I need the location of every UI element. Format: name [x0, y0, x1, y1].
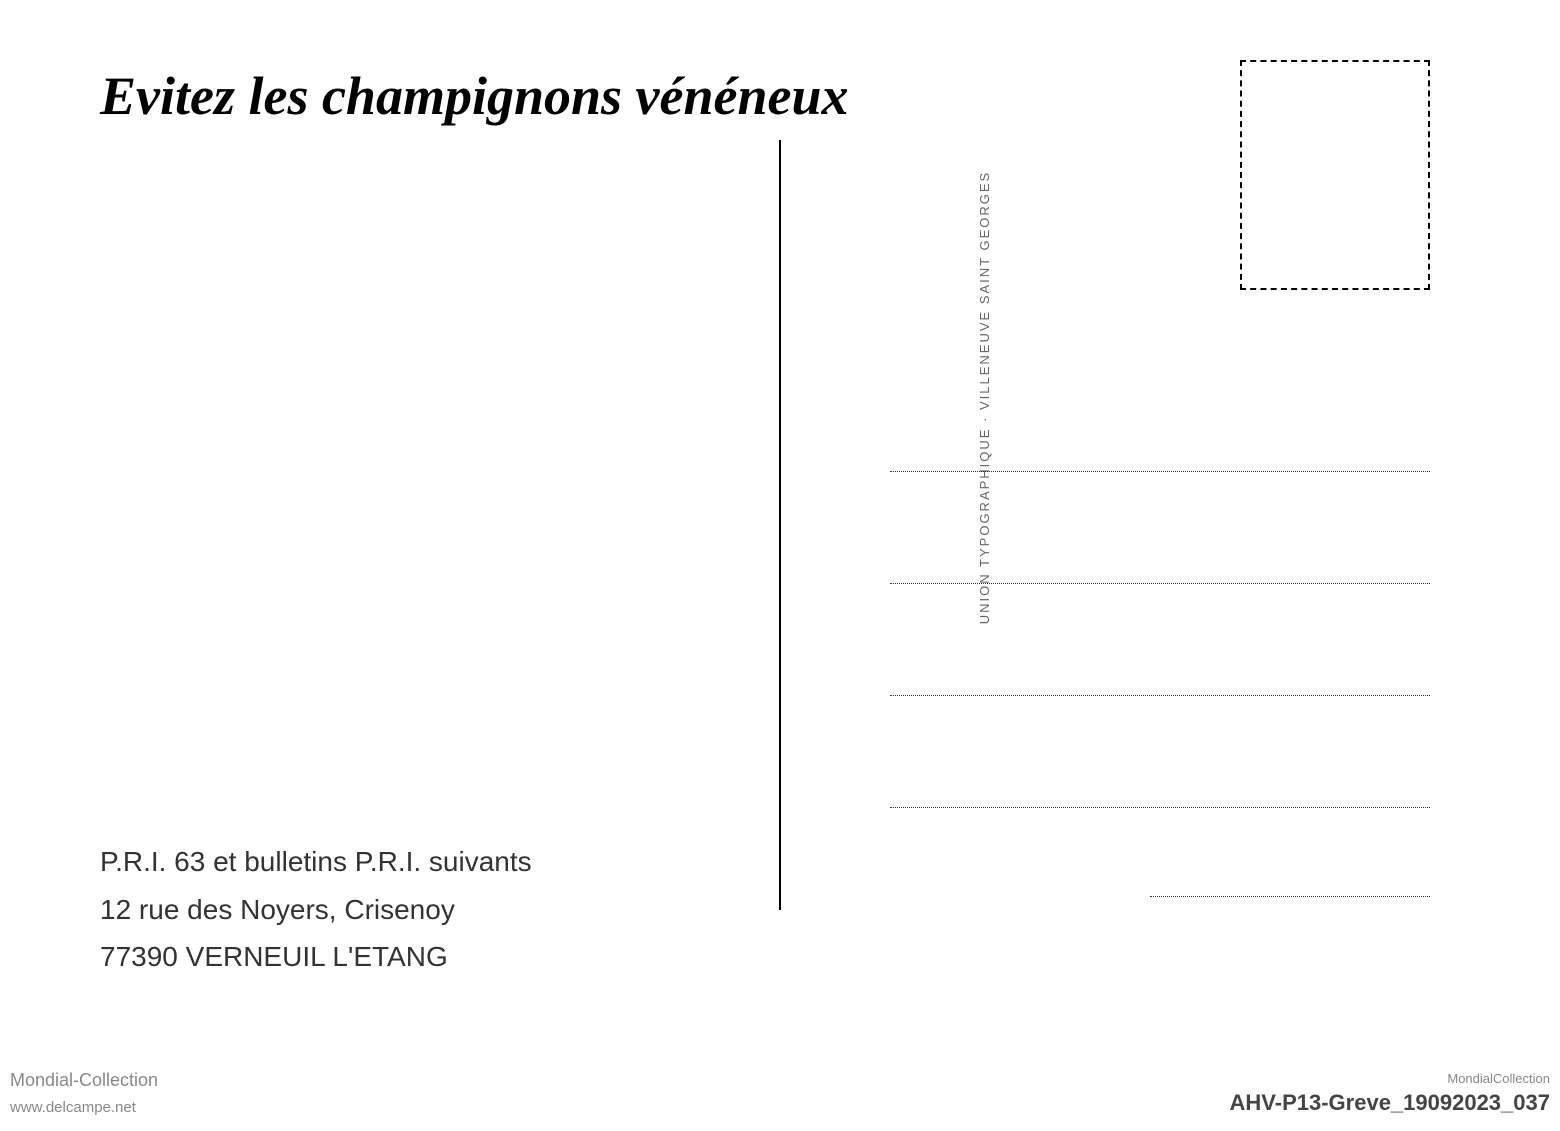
address-line-short: [1150, 895, 1430, 897]
publisher-line-2: 12 rue des Noyers, Crisenoy: [100, 886, 532, 934]
watermark-url: www.delcampe.net: [10, 1099, 136, 1116]
address-line-3: [890, 694, 1430, 696]
watermark-brand: Mondial-Collection: [10, 1070, 158, 1091]
watermark-reference: AHV-P13-Greve_19092023_037: [1230, 1090, 1550, 1116]
watermark-collection: MondialCollection: [1447, 1071, 1550, 1086]
postcard-container: Evitez les champignons vénéneux UNION TY…: [0, 0, 1560, 1131]
address-line-4: [890, 806, 1430, 808]
address-lines-container: [890, 470, 1430, 918]
publisher-line-1: P.R.I. 63 et bulletins P.R.I. suivants: [100, 838, 532, 886]
center-divider: [779, 140, 781, 910]
stamp-placeholder: [1240, 60, 1430, 290]
publisher-info: P.R.I. 63 et bulletins P.R.I. suivants 1…: [100, 838, 532, 981]
address-line-1: [890, 470, 1430, 472]
publisher-line-3: 77390 VERNEUIL L'ETANG: [100, 933, 532, 981]
address-line-2: [890, 582, 1430, 584]
